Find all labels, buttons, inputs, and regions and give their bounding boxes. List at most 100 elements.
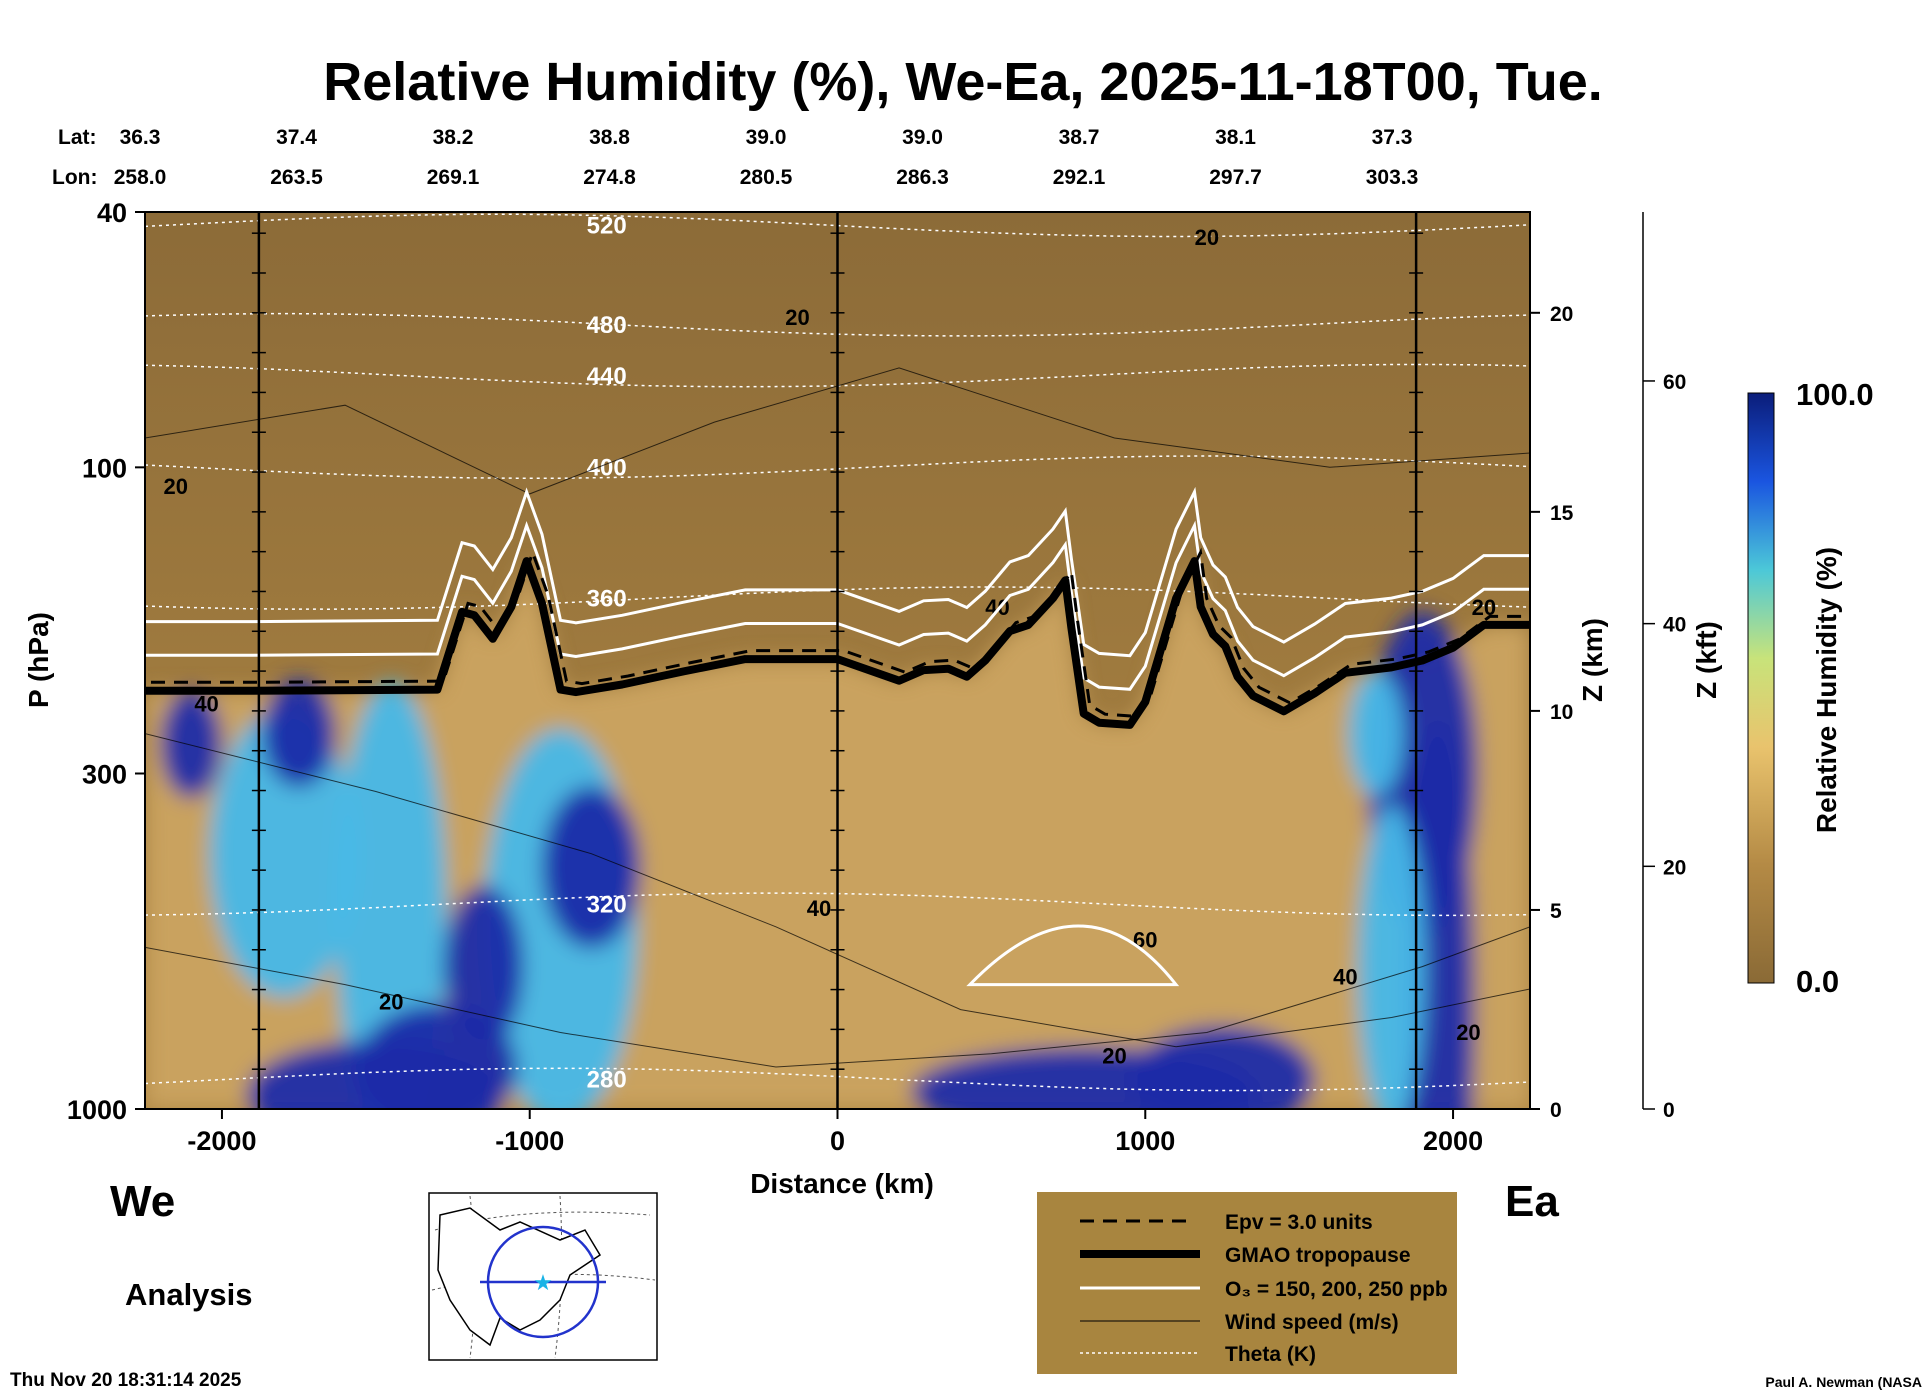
z-km-tick-label: 20 — [1550, 303, 1573, 326]
timestamp: Thu Nov 20 18:31:14 2025 — [10, 1370, 242, 1391]
wind-label: 20 — [785, 305, 809, 330]
wind-label: 20 — [1456, 1020, 1480, 1045]
ozone-contour — [145, 486, 1530, 658]
analysis-label: Analysis — [125, 1277, 253, 1312]
z-kft-tick-label: 60 — [1663, 371, 1686, 394]
inset-map: ★ — [428, 1192, 658, 1361]
y-tick-label: 1000 — [67, 1095, 127, 1125]
wind-contour — [145, 733, 1530, 1048]
east-label: Ea — [1505, 1177, 1559, 1226]
y-tick-label: 300 — [82, 759, 127, 789]
colorbar-gradient — [1747, 392, 1775, 984]
lat-value: 38.7 — [1059, 126, 1100, 149]
humidity-region — [1357, 804, 1426, 1109]
ozone-contours — [145, 486, 1530, 987]
lon-value: 303.3 — [1366, 166, 1419, 189]
y-axis-label: P (hPa) — [23, 612, 54, 708]
humidity-region — [160, 690, 222, 799]
humidity-region — [443, 885, 524, 1048]
lon-label: Lon: — [52, 166, 97, 189]
wind-label: 20 — [379, 990, 403, 1015]
x-tick-label: -2000 — [187, 1126, 256, 1156]
wind-label: 20 — [1102, 1044, 1126, 1069]
wind-label: 20 — [1195, 225, 1219, 250]
y-tick-label: 100 — [82, 453, 127, 483]
lat-value: 36.3 — [120, 126, 161, 149]
y-tick-label: 40 — [97, 198, 127, 228]
colorbar: 100.0 0.0 Relative Humidity (%) — [1747, 377, 1874, 999]
colorbar-label: Relative Humidity (%) — [1811, 547, 1842, 833]
colorbar-max-label: 100.0 — [1796, 377, 1874, 412]
x-axis: -2000 -1000 0 1000 2000 — [187, 1109, 1483, 1156]
z-km-tick-label: 10 — [1550, 701, 1573, 724]
wind-label: 40 — [1333, 965, 1357, 990]
theta-contour — [145, 363, 1530, 388]
humidity-region — [1129, 1025, 1315, 1109]
x-axis-label: Distance (km) — [750, 1168, 934, 1199]
theta-contour — [145, 1067, 1530, 1092]
x-tick-label: 0 — [830, 1126, 845, 1156]
lon-value: 292.1 — [1053, 166, 1106, 189]
lat-value: 39.0 — [902, 126, 943, 149]
z-kft-tick-label: 20 — [1663, 856, 1686, 879]
credit: Paul A. Newman (NASA — [1765, 1374, 1922, 1390]
humidity-region — [1348, 670, 1404, 797]
legend-epv-label: Epv = 3.0 units — [1225, 1211, 1373, 1234]
wind-label: 40 — [807, 896, 831, 921]
colorbar-min-label: 0.0 — [1796, 964, 1839, 999]
lat-value: 37.4 — [276, 126, 317, 149]
wind-contour — [145, 926, 1530, 1068]
lat-lon-header: Lat: Lon: 36.3 37.4 38.2 38.8 39.0 39.0 38.7 38… — [52, 126, 1418, 189]
z-kft-tick-label: 0 — [1663, 1099, 1675, 1122]
theta-label: 280 — [587, 1067, 627, 1094]
lon-value: 274.8 — [583, 166, 636, 189]
z-km-axis-label: Z (km) — [1577, 618, 1608, 702]
theta-label: 360 — [587, 585, 627, 612]
lon-value: 280.5 — [740, 166, 793, 189]
map-center-star-icon: ★ — [533, 1270, 553, 1295]
wind-contour — [145, 367, 1530, 495]
theta-contour — [145, 455, 1530, 479]
wind-label: 20 — [164, 474, 188, 499]
ozone-contour — [966, 924, 1180, 987]
epv-contours — [151, 547, 1530, 718]
legend-theta-label: Theta (K) — [1225, 1343, 1316, 1366]
west-label: We — [110, 1177, 175, 1226]
lat-values: 36.3 37.4 38.2 38.8 39.0 39.0 38.7 38.1 37.3 — [120, 126, 1413, 149]
lat-value: 38.2 — [433, 126, 474, 149]
lon-values: 258.0 263.5 269.1 274.8 280.5 286.3 292.1 297.7… — [114, 166, 1419, 189]
humidity-region — [261, 679, 336, 788]
lat-value: 39.0 — [746, 126, 787, 149]
humidity-region — [542, 786, 641, 949]
lat-value: 38.1 — [1215, 126, 1256, 149]
wind-label: 60 — [1133, 927, 1157, 952]
theta-label: 520 — [587, 213, 627, 240]
legend-tropopause-label: GMAO tropopause — [1225, 1244, 1411, 1267]
ozone-contour — [145, 520, 1530, 691]
humidity-region — [209, 709, 358, 998]
epv-contour — [151, 547, 1530, 718]
lon-value: 286.3 — [896, 166, 949, 189]
lat-value: 38.8 — [589, 126, 630, 149]
theta-label: 320 — [587, 891, 627, 918]
lat-value: 37.3 — [1372, 126, 1413, 149]
theta-label: 440 — [587, 363, 627, 390]
z-km-tick-label: 5 — [1550, 900, 1562, 923]
lat-label: Lat: — [58, 126, 97, 149]
legend-ozone-label: O₃ = 150, 200, 250 ppb — [1225, 1278, 1448, 1301]
lon-value: 263.5 — [270, 166, 323, 189]
y-axis: 40 100 300 1000 — [67, 198, 145, 1125]
wind-label: 40 — [194, 691, 218, 716]
humidity-region — [246, 1040, 506, 1109]
theta-contour — [145, 213, 1530, 238]
z-km-tick-label: 0 — [1550, 1099, 1562, 1122]
theta-label: 480 — [587, 312, 627, 339]
z-kft-tick-label: 40 — [1663, 614, 1686, 637]
x-tick-label: 1000 — [1115, 1126, 1175, 1156]
z-kft-axis: 0 20 40 60 — [1642, 212, 1686, 1122]
z-km-tick-label: 15 — [1550, 502, 1574, 525]
x-tick-label: 2000 — [1423, 1126, 1483, 1156]
